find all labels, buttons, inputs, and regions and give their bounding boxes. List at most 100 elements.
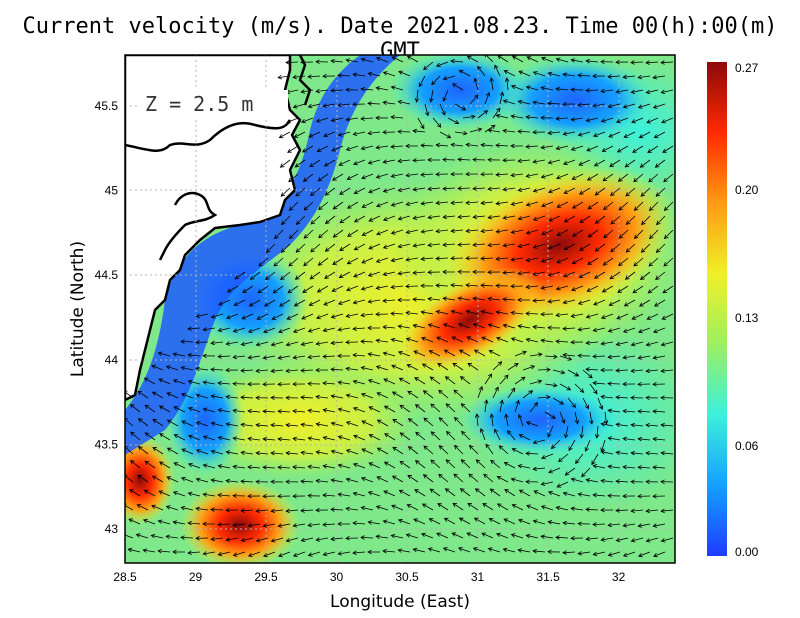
velocity-arrow: [262, 382, 276, 387]
velocity-arrow: [330, 313, 344, 319]
velocity-arrow: [300, 59, 314, 65]
velocity-arrow: [270, 479, 284, 485]
velocity-arrow: [262, 465, 276, 470]
velocity-arrow: [496, 336, 509, 343]
velocity-arrow: [465, 309, 479, 315]
velocity-arrow: [622, 327, 636, 333]
velocity-arrow: [556, 173, 569, 180]
velocity-arrow: [517, 158, 531, 164]
velocity-arrow: [457, 547, 471, 553]
velocity-arrow: [397, 324, 411, 329]
velocity-arrow: [466, 532, 479, 539]
velocity-arrow: [540, 481, 554, 486]
velocity-arrow: [405, 533, 419, 539]
velocity-arrow: [406, 364, 419, 371]
velocity-arrow: [337, 102, 351, 108]
velocity-arrow: [514, 399, 520, 413]
velocity-arrow: [285, 368, 299, 374]
velocity-arrow: [638, 551, 651, 558]
velocity-arrow: [173, 462, 186, 469]
velocity-arrow: [652, 355, 666, 360]
velocity-arrow: [187, 491, 201, 497]
velocity-arrow: [607, 103, 621, 109]
velocity-arrow: [532, 324, 546, 330]
velocity-arrow: [452, 362, 464, 371]
velocity-arrow: [158, 461, 171, 469]
velocity-arrow: [622, 355, 636, 360]
velocity-arrow: [265, 243, 276, 253]
velocity-arrow: [522, 365, 536, 371]
velocity-arrow: [459, 488, 471, 497]
velocity-arrow: [525, 201, 539, 207]
velocity-arrow: [166, 476, 179, 483]
velocity-arrow: [307, 436, 321, 441]
velocity-arrow: [562, 131, 576, 136]
velocity-arrow: [633, 257, 644, 267]
velocity-arrow: [480, 228, 494, 234]
velocity-arrow: [202, 551, 216, 556]
velocity-arrow: [473, 77, 479, 91]
velocity-arrow: [492, 361, 503, 371]
velocity-arrow: [130, 431, 141, 441]
velocity-arrow: [645, 60, 659, 65]
colorbar-tick-label: 0.20: [735, 183, 759, 197]
velocity-arrow: [367, 379, 381, 385]
velocity-arrow: [332, 257, 344, 265]
velocity-arrow: [368, 434, 381, 441]
velocity-arrow: [295, 243, 306, 253]
velocity-arrow: [648, 201, 659, 212]
velocity-arrow: [405, 310, 419, 316]
velocity-arrow: [555, 535, 569, 540]
velocity-arrow: [585, 536, 599, 542]
velocity-arrow: [345, 536, 359, 541]
velocity-arrow: [631, 313, 644, 320]
velocity-arrow: [662, 285, 674, 294]
velocity-arrow: [525, 229, 539, 235]
velocity-arrow: [307, 327, 321, 333]
velocity-arrow: [502, 158, 516, 163]
velocity-arrow: [247, 436, 261, 442]
velocity-arrow: [632, 285, 644, 294]
velocity-arrow: [593, 299, 606, 306]
velocity-arrow: [487, 157, 501, 163]
velocity-arrow: [483, 473, 494, 483]
velocity-arrow: [552, 369, 566, 375]
velocity-arrow: [615, 537, 629, 543]
velocity-arrow: [136, 504, 149, 511]
velocity-arrow: [592, 492, 606, 498]
velocity-arrow: [525, 173, 539, 178]
velocity-arrow: [548, 243, 561, 250]
velocity-arrow: [195, 393, 209, 399]
velocity-arrow: [420, 143, 434, 148]
velocity-arrow: [655, 243, 666, 253]
y-tick-label: 45: [105, 183, 119, 197]
velocity-arrow: [637, 409, 651, 414]
velocity-arrow: [460, 459, 471, 469]
velocity-arrow: [458, 69, 471, 77]
velocity-arrow: [585, 367, 599, 372]
velocity-arrow: [582, 397, 589, 410]
velocity-arrow: [367, 299, 381, 304]
velocity-arrow: [555, 285, 569, 291]
velocity-arrow: [240, 450, 254, 456]
velocity-arrow: [331, 285, 344, 292]
velocity-arrow: [412, 128, 426, 134]
velocity-arrow: [180, 476, 194, 483]
velocity-arrow: [360, 86, 374, 92]
velocity-arrow: [367, 325, 381, 331]
velocity-arrow: [610, 215, 621, 225]
velocity-arrow: [368, 187, 381, 194]
velocity-arrow: [271, 313, 284, 320]
velocity-arrow: [360, 476, 374, 483]
velocity-arrow: [279, 159, 291, 168]
velocity-arrow: [414, 460, 426, 469]
velocity-arrow: [292, 74, 306, 80]
velocity-arrow: [430, 403, 441, 413]
velocity-arrow: [600, 450, 614, 455]
velocity-arrow: [255, 508, 269, 514]
velocity-arrow: [367, 159, 381, 165]
velocity-arrow: [609, 271, 621, 280]
velocity-arrow: [445, 430, 456, 441]
velocity-arrow: [337, 435, 351, 441]
velocity-arrow: [225, 450, 239, 455]
